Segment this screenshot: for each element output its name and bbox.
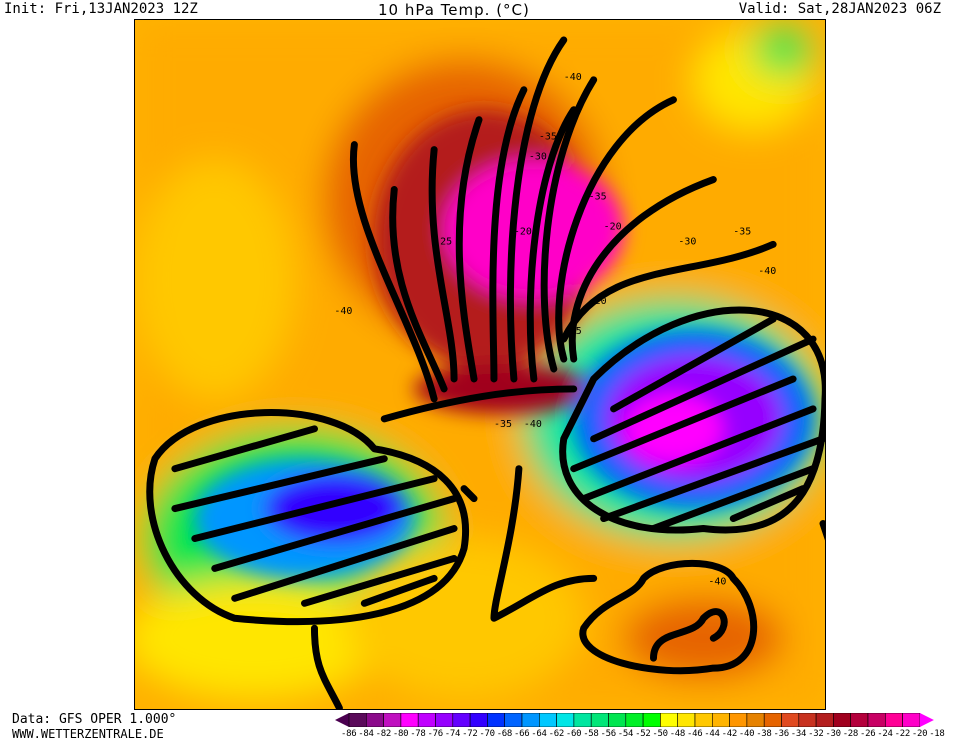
legend-label: -18: [929, 729, 945, 739]
legend-swatch: [677, 713, 696, 727]
legend-label: -56: [600, 729, 617, 739]
legend-swatch: [660, 713, 678, 727]
hand-drawn-annotations: [146, 36, 825, 709]
contour-label: -40: [564, 72, 582, 83]
temperature-map: -40 -35 -30 -35 -20 -30 -35 -40 -40 -20 …: [134, 19, 826, 710]
contour-label: -35: [733, 226, 751, 237]
legend-swatch: [435, 713, 454, 727]
contour-label: -20: [514, 226, 532, 237]
legend-label: -32: [808, 729, 824, 739]
legend-label: -38: [756, 729, 772, 739]
legend-label: -46: [687, 729, 703, 739]
data-source: Data: GFS OPER 1.000°: [12, 712, 177, 727]
legend-label: -54: [617, 729, 634, 739]
legend-label: -36: [773, 729, 790, 739]
legend-swatch: [573, 713, 592, 727]
legend-label: -78: [410, 729, 426, 739]
legend-label: -20: [911, 729, 928, 739]
contour-label: -40: [708, 576, 726, 587]
contour-label: -30: [678, 236, 696, 247]
legend-swatch: [452, 713, 471, 727]
legend-label: -50: [652, 729, 668, 739]
legend-swatch: [867, 713, 886, 727]
color-scale-legend: [335, 713, 934, 727]
legend-swatch: [781, 713, 800, 727]
legend-label: -82: [375, 729, 392, 739]
legend-swatch: [539, 713, 557, 727]
legend-label: -26: [860, 729, 876, 739]
legend-swatch: [487, 713, 505, 727]
legend-swatch: [608, 713, 627, 727]
legend-swatch: [417, 713, 436, 727]
legend-label: -86: [341, 729, 357, 739]
legend-label: -84: [358, 729, 374, 739]
contour-label: -20: [589, 296, 607, 307]
legend-swatch: [642, 713, 661, 727]
legend-swatch: [625, 713, 644, 727]
legend-label: -66: [514, 729, 530, 739]
legend-swatch: [400, 713, 419, 727]
legend-label: -64: [531, 729, 547, 739]
website-credit: WWW.WETTERZENTRALE.DE: [12, 727, 164, 741]
init-time: Init: Fri,13JAN2023 12Z: [4, 1, 198, 17]
legend-swatch: [729, 713, 748, 727]
legend-arrow-high: [919, 713, 934, 727]
legend-swatch: [383, 713, 402, 727]
contour-label: -40: [524, 419, 542, 430]
legend-swatch: [798, 713, 817, 727]
legend-swatch: [504, 713, 523, 727]
legend-label: -30: [825, 729, 841, 739]
contour-label: -35: [494, 419, 512, 430]
legend-label: -70: [479, 729, 495, 739]
legend-swatch: [763, 713, 782, 727]
legend-swatch: [694, 713, 713, 727]
legend-label: -42: [721, 729, 738, 739]
legend-swatch: [590, 713, 609, 727]
legend-swatch: [902, 713, 921, 727]
legend-swatch: [711, 713, 730, 727]
legend-swatch: [746, 713, 765, 727]
contour-label: -25: [434, 236, 452, 247]
legend-swatch: [850, 713, 869, 727]
map-title: 10 hPa Temp. (°C): [378, 1, 530, 19]
legend-swatch: [348, 713, 367, 727]
legend-label: -52: [635, 729, 651, 739]
legend-label: -48: [669, 729, 686, 739]
legend-label: -58: [583, 729, 599, 739]
legend-label: -22: [894, 729, 911, 739]
legend-label: -72: [462, 729, 478, 739]
contour-label: -35: [589, 191, 607, 202]
legend-label: -60: [565, 729, 582, 739]
contour-label: -30: [529, 152, 547, 163]
legend-swatch: [833, 713, 851, 727]
contour-label: -40: [758, 266, 776, 277]
valid-time: Valid: Sat,28JAN2023 06Z: [738, 1, 941, 17]
legend-label: -44: [704, 729, 720, 739]
legend-label: -62: [548, 729, 565, 739]
legend-label: -80: [392, 729, 409, 739]
legend-label: -74: [444, 729, 461, 739]
legend-label: -28: [842, 729, 859, 739]
legend-label: -40: [738, 729, 755, 739]
legend-swatch: [556, 713, 575, 727]
legend-label: -68: [496, 729, 513, 739]
legend-swatch: [469, 713, 488, 727]
contour-label: -25: [564, 326, 582, 337]
legend-swatch: [815, 713, 834, 727]
legend-swatch: [884, 713, 903, 727]
contour-label: -40: [334, 306, 352, 317]
legend-arrow-low: [335, 713, 349, 727]
contour-label: -20: [604, 221, 622, 232]
legend-swatch: [521, 713, 540, 727]
legend-swatch: [365, 713, 384, 727]
legend-label: -76: [427, 729, 444, 739]
contour-label: -35: [539, 132, 557, 143]
legend-label: -24: [877, 729, 893, 739]
legend-label: -34: [790, 729, 807, 739]
